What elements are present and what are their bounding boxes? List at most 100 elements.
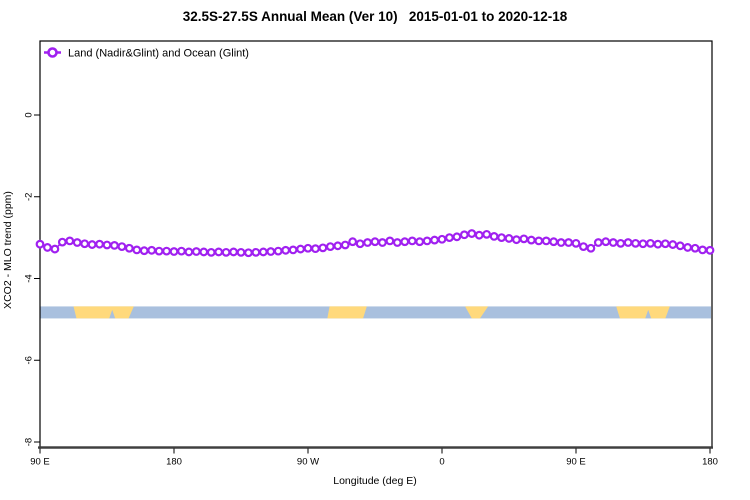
data-point bbox=[489, 231, 499, 241]
data-point bbox=[35, 239, 45, 249]
data-point bbox=[385, 236, 395, 246]
data-point bbox=[273, 246, 283, 256]
x-tick-label: 90 E bbox=[566, 457, 586, 468]
ocean-notch bbox=[645, 309, 652, 319]
data-point bbox=[675, 241, 685, 251]
data-point bbox=[586, 243, 596, 253]
data-point bbox=[65, 236, 75, 246]
data-point bbox=[445, 233, 454, 243]
data-point bbox=[549, 237, 559, 247]
data-point bbox=[132, 245, 142, 255]
data-point bbox=[139, 246, 149, 256]
data-point bbox=[623, 238, 633, 247]
data-point bbox=[541, 236, 551, 246]
data-point bbox=[184, 247, 194, 257]
data-point bbox=[340, 240, 350, 250]
data-point bbox=[660, 239, 670, 249]
data-point bbox=[519, 234, 529, 244]
data-point bbox=[303, 243, 313, 253]
data-point bbox=[318, 243, 328, 253]
data-point bbox=[251, 247, 261, 257]
data-point bbox=[646, 238, 655, 248]
data-point bbox=[355, 239, 365, 249]
data-point bbox=[102, 240, 112, 250]
data-point bbox=[631, 238, 640, 248]
data-point bbox=[95, 239, 104, 249]
data-point bbox=[504, 234, 514, 243]
data-point bbox=[653, 239, 663, 249]
data-point bbox=[154, 246, 164, 256]
land-segment bbox=[465, 306, 489, 319]
data-point bbox=[690, 243, 700, 253]
data-point bbox=[467, 229, 477, 238]
data-point bbox=[564, 238, 573, 247]
y-tick-label: -2 bbox=[24, 193, 35, 201]
data-point bbox=[579, 242, 588, 252]
data-point bbox=[311, 244, 320, 254]
data-point bbox=[430, 235, 439, 245]
data-point bbox=[512, 235, 521, 245]
data-point bbox=[117, 242, 127, 252]
data-point bbox=[244, 248, 253, 258]
data-point bbox=[400, 237, 410, 247]
data-point bbox=[698, 245, 707, 255]
data-point bbox=[80, 239, 90, 249]
data-point bbox=[616, 238, 626, 248]
data-point bbox=[110, 240, 119, 250]
data-point bbox=[526, 235, 536, 245]
data-point bbox=[437, 234, 447, 244]
data-point bbox=[482, 229, 492, 239]
data-point bbox=[50, 244, 60, 254]
data-point bbox=[452, 232, 462, 242]
data-point bbox=[474, 230, 484, 240]
data-point bbox=[214, 247, 224, 257]
data-point bbox=[363, 238, 372, 247]
data-point bbox=[459, 230, 469, 240]
x-tick-label: 180 bbox=[166, 457, 182, 468]
data-point bbox=[124, 243, 134, 253]
data-point bbox=[236, 247, 246, 257]
data-point bbox=[147, 245, 157, 255]
y-tick-label: -4 bbox=[24, 274, 35, 282]
land-segment bbox=[327, 306, 367, 319]
data-point bbox=[191, 247, 201, 256]
chart-title: 32.5S-27.5S Annual Mean (Ver 10) 2015-01… bbox=[182, 9, 568, 24]
x-tick-label: 180 bbox=[702, 457, 718, 468]
data-point bbox=[683, 243, 693, 252]
data-point bbox=[325, 242, 335, 252]
data-point bbox=[348, 237, 358, 247]
legend-label: Land (Nadir&Glint) and Ocean (Glint) bbox=[68, 48, 249, 60]
x-tick-label: 90 W bbox=[297, 457, 319, 468]
land-ocean-strip bbox=[40, 306, 711, 319]
data-point bbox=[72, 238, 82, 247]
legend: Land (Nadir&Glint) and Ocean (Glint) bbox=[44, 47, 249, 60]
data-point bbox=[378, 238, 387, 247]
data-point bbox=[593, 238, 603, 247]
y-tick-label: 0 bbox=[24, 112, 35, 117]
data-point bbox=[668, 240, 678, 249]
data-point bbox=[281, 245, 291, 255]
x-axis-title: Longitude (deg E) bbox=[333, 475, 417, 487]
legend-marker-circle-icon bbox=[47, 47, 58, 58]
data-point bbox=[199, 247, 209, 257]
data-point bbox=[534, 236, 544, 246]
data-point bbox=[266, 247, 276, 256]
y-tick-label: -6 bbox=[24, 356, 35, 364]
data-point bbox=[177, 246, 186, 256]
data-point bbox=[415, 237, 425, 247]
y-tick-label: -8 bbox=[24, 438, 35, 446]
data-point bbox=[206, 247, 216, 257]
data-point bbox=[571, 238, 581, 248]
data-point bbox=[229, 247, 238, 257]
x-tick-label: 0 bbox=[439, 457, 444, 468]
land-segment bbox=[73, 306, 134, 319]
data-point bbox=[221, 247, 231, 257]
data-point bbox=[169, 247, 179, 256]
data-point bbox=[556, 238, 566, 247]
data-point bbox=[258, 247, 268, 257]
data-point bbox=[288, 245, 298, 255]
data-point bbox=[370, 237, 380, 247]
data-point bbox=[638, 239, 648, 249]
